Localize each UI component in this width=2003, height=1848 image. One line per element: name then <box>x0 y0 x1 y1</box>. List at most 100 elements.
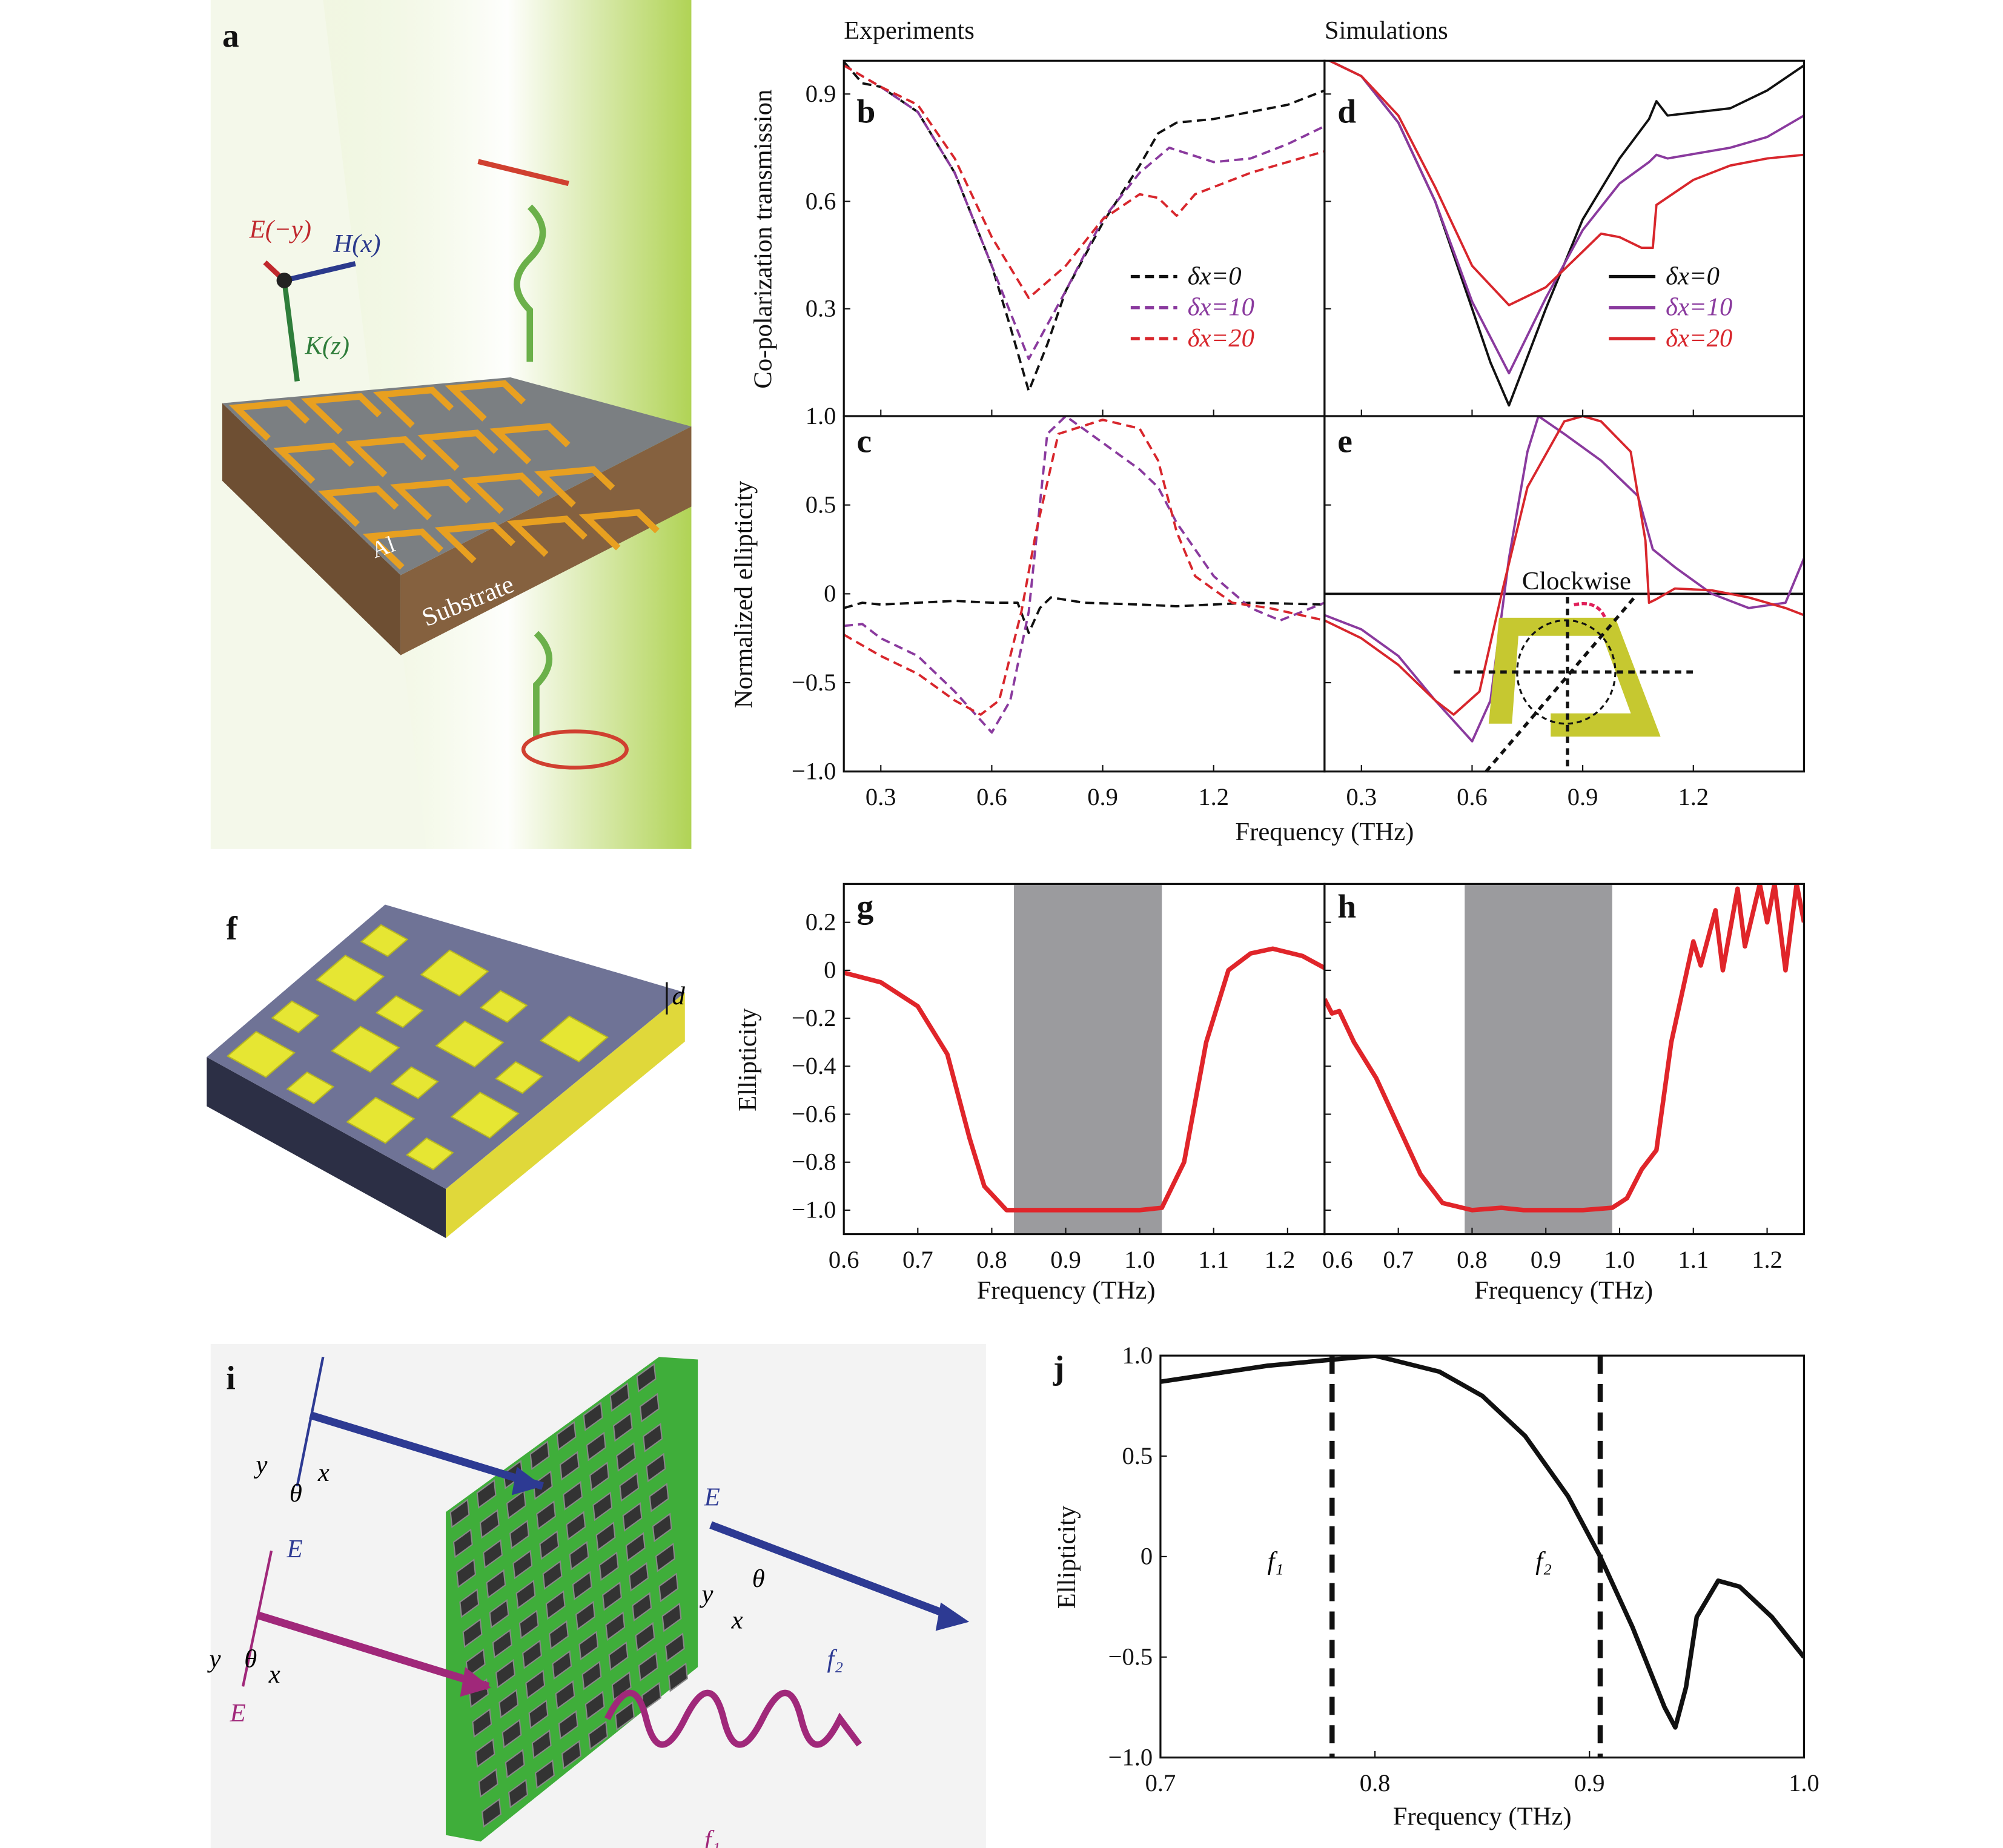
metal-block <box>476 1479 497 1509</box>
x-tick-label: 0.6 <box>1322 1246 1353 1273</box>
al-resonator <box>445 380 526 422</box>
metal-block <box>583 1402 603 1432</box>
x-tick-label: 1.2 <box>1265 1246 1296 1273</box>
e-field-label: E(−y) <box>249 216 311 244</box>
panel-label-j: j <box>1053 1350 1064 1386</box>
series-line-h-0 <box>1324 884 1804 1213</box>
legend-label: δx=20 <box>1666 324 1732 353</box>
metal-block <box>643 1423 663 1452</box>
incident-wave-icon <box>514 204 546 362</box>
legend-label: δx=10 <box>1188 293 1254 322</box>
x-tick-label: 1.2 <box>1198 783 1229 810</box>
e-label-top: E <box>704 1483 720 1512</box>
x-tick-label: 1.0 <box>1604 1246 1635 1273</box>
metal-block <box>638 1652 658 1682</box>
metal-block <box>619 1472 640 1502</box>
gold-patch <box>390 1066 439 1099</box>
metal-block <box>592 1491 613 1522</box>
helix-wave-icon <box>604 1689 862 1748</box>
metal-block <box>555 1680 575 1710</box>
y-tick-label: −0.5 <box>792 669 836 696</box>
al-resonator <box>273 442 354 484</box>
panel-label-c: c <box>857 423 872 460</box>
k-arrow-icon <box>282 280 300 382</box>
chart-panel-c: 0.3 0.6 0.9 1.2 −1.0 −0.5 0 0.5 1.0 c Normalized e… <box>730 402 1326 810</box>
metal-block <box>536 1500 557 1530</box>
axis-y-label-3: y <box>207 1644 221 1673</box>
y-tick-label: −0.2 <box>792 1004 836 1032</box>
metal-block <box>575 1600 596 1631</box>
x-tick-label: 1.0 <box>1124 1246 1155 1273</box>
y-axis-title: Co-polarization transmission <box>749 90 778 389</box>
metal-block <box>612 1412 633 1442</box>
gold-patch <box>360 924 409 957</box>
metal-block <box>658 1572 679 1603</box>
metal-block <box>635 1621 655 1652</box>
metal-block <box>563 1481 583 1511</box>
x-tick-label: 0.3 <box>1346 783 1377 810</box>
gold-patch <box>226 1030 296 1078</box>
y-tick-label: −1.0 <box>1108 1743 1153 1770</box>
metal-block <box>586 1431 606 1462</box>
x-tick-label: 0.9 <box>1531 1246 1561 1273</box>
metal-block <box>614 1701 635 1731</box>
metal-block <box>558 1710 578 1740</box>
metal-block <box>664 1632 685 1663</box>
metal-block <box>602 1581 623 1611</box>
series-line-b-0 <box>844 61 1325 392</box>
x-axis-title: Frequency (THz) <box>1474 1276 1653 1305</box>
metal-block <box>655 1542 676 1572</box>
illustration-f: f d <box>207 904 685 1238</box>
metal-block <box>542 1560 563 1590</box>
al-resonator <box>362 528 444 570</box>
panel-label-f: f <box>226 910 238 947</box>
y-axis-title: Ellipticity <box>1053 1505 1081 1609</box>
al-resonator <box>300 393 382 435</box>
y-axis-title: Ellipticity <box>733 1008 762 1111</box>
metal-block <box>529 1440 550 1471</box>
gold-patch <box>539 1015 609 1063</box>
y-tick-label: −0.5 <box>1108 1643 1153 1671</box>
metal-block <box>652 1512 672 1543</box>
metal-block <box>489 1598 509 1629</box>
legend-label: δx=0 <box>1666 262 1720 290</box>
substrate-front <box>400 426 692 655</box>
series-line-d-0 <box>1326 61 1804 407</box>
h-field-label: H(x) <box>333 230 380 258</box>
x-tick-label: 0.6 <box>976 783 1007 810</box>
metal-block <box>506 1489 526 1520</box>
metal-block <box>505 1749 525 1779</box>
clockwise-label: Clockwise <box>1522 567 1631 595</box>
gold-patch <box>271 1000 320 1033</box>
y-tick-label: 0.9 <box>806 80 836 107</box>
x-tick-label: 1.0 <box>1789 1769 1819 1797</box>
frequency-marker-label: f₂ <box>1535 1547 1552 1575</box>
metal-block <box>528 1699 549 1729</box>
plot-frame <box>843 59 1326 417</box>
metal-block <box>556 1421 577 1451</box>
al-resonator <box>228 399 310 441</box>
k-vector-label: K(z) <box>305 332 349 360</box>
legend-label: δx=10 <box>1666 293 1732 322</box>
metal-block <box>548 1620 569 1650</box>
gold-patch <box>435 1020 505 1068</box>
e-label-left: E <box>286 1535 303 1563</box>
metal-block <box>531 1729 552 1760</box>
series-line-d-2 <box>1326 61 1804 306</box>
chart-panel-b: 0.3 0.6 0.9 b Co-polarization transmission δx… <box>749 59 1326 417</box>
illustration-i: i y x θ E y x θ E E y x θ f₂ f₁ <box>207 1343 986 1848</box>
illustration-a: a E(−y) H(x) K(z) Al Substrate <box>210 0 692 849</box>
x-tick-label: 0.3 <box>866 783 896 810</box>
metal-block <box>472 1708 492 1738</box>
axis-y-label-2: y <box>700 1580 713 1609</box>
y-tick-label: 1.0 <box>806 402 836 429</box>
gold-patch <box>316 955 385 1002</box>
x-tick-label: 0.7 <box>1145 1769 1176 1797</box>
metal-block <box>639 1393 660 1423</box>
metal-block <box>462 1618 483 1648</box>
metal-block <box>515 1579 536 1609</box>
al-resonator <box>462 472 543 514</box>
al-resonator <box>318 485 399 527</box>
metal-block <box>509 1520 530 1549</box>
